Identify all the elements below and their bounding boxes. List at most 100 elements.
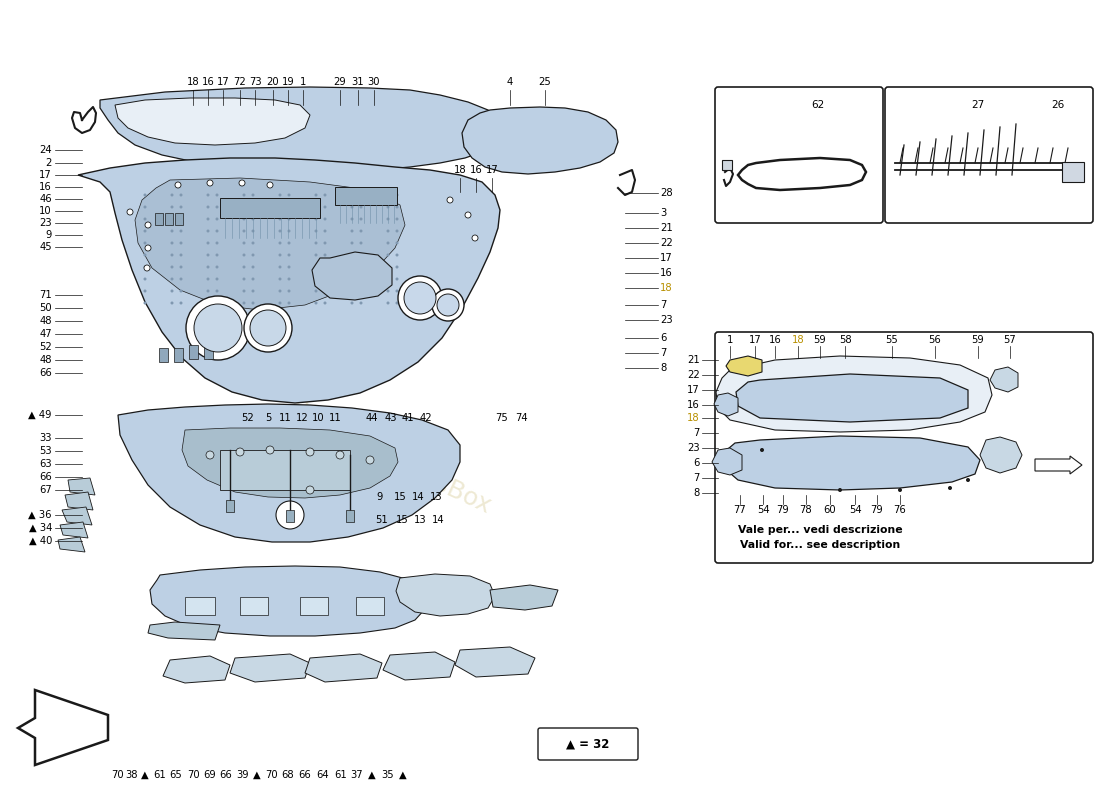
Text: 18: 18 bbox=[688, 413, 700, 423]
Bar bbox=[240, 597, 268, 615]
Circle shape bbox=[386, 302, 389, 305]
Circle shape bbox=[396, 242, 398, 245]
Text: 77: 77 bbox=[734, 505, 747, 515]
Text: 21: 21 bbox=[688, 355, 700, 365]
Circle shape bbox=[143, 266, 146, 269]
Circle shape bbox=[252, 194, 254, 197]
Circle shape bbox=[207, 278, 209, 281]
Circle shape bbox=[323, 290, 327, 293]
Bar bbox=[220, 450, 350, 490]
Circle shape bbox=[242, 218, 245, 221]
Circle shape bbox=[360, 206, 363, 209]
Text: 17: 17 bbox=[485, 165, 498, 175]
Text: 20: 20 bbox=[266, 77, 279, 87]
Circle shape bbox=[396, 230, 398, 233]
Polygon shape bbox=[396, 574, 495, 616]
Text: 13: 13 bbox=[414, 515, 427, 525]
Circle shape bbox=[323, 218, 327, 221]
Circle shape bbox=[351, 218, 353, 221]
Circle shape bbox=[179, 206, 183, 209]
Polygon shape bbox=[65, 492, 94, 510]
Polygon shape bbox=[58, 537, 85, 552]
Bar bbox=[346, 510, 354, 522]
Circle shape bbox=[242, 206, 245, 209]
Circle shape bbox=[278, 290, 282, 293]
Circle shape bbox=[948, 486, 951, 490]
Text: 30: 30 bbox=[367, 77, 381, 87]
Circle shape bbox=[432, 289, 464, 321]
Circle shape bbox=[145, 245, 151, 251]
Circle shape bbox=[179, 302, 183, 305]
Circle shape bbox=[287, 266, 290, 269]
Circle shape bbox=[360, 254, 363, 257]
Text: 2: 2 bbox=[45, 158, 52, 168]
Text: 18: 18 bbox=[453, 165, 466, 175]
Circle shape bbox=[242, 302, 245, 305]
Text: 7: 7 bbox=[694, 473, 700, 483]
Polygon shape bbox=[148, 622, 220, 640]
Text: 76: 76 bbox=[893, 505, 906, 515]
Text: 16: 16 bbox=[201, 77, 214, 87]
Text: 44: 44 bbox=[365, 413, 378, 423]
Circle shape bbox=[207, 302, 209, 305]
Text: 13: 13 bbox=[430, 492, 442, 502]
Text: 1: 1 bbox=[300, 77, 306, 87]
Text: 5: 5 bbox=[265, 413, 272, 423]
Circle shape bbox=[323, 206, 327, 209]
Text: 55: 55 bbox=[886, 335, 899, 345]
Circle shape bbox=[244, 304, 292, 352]
Polygon shape bbox=[60, 522, 88, 538]
Text: 18: 18 bbox=[792, 335, 804, 345]
Circle shape bbox=[207, 242, 209, 245]
Text: 75: 75 bbox=[496, 413, 508, 423]
Text: 21: 21 bbox=[660, 223, 673, 233]
Circle shape bbox=[360, 302, 363, 305]
Circle shape bbox=[323, 302, 327, 305]
Circle shape bbox=[315, 278, 318, 281]
Circle shape bbox=[207, 194, 209, 197]
Circle shape bbox=[267, 182, 273, 188]
Bar bbox=[226, 500, 234, 512]
Circle shape bbox=[360, 230, 363, 233]
Text: 68: 68 bbox=[282, 770, 295, 780]
Circle shape bbox=[351, 278, 353, 281]
Circle shape bbox=[278, 206, 282, 209]
Polygon shape bbox=[62, 507, 92, 525]
Circle shape bbox=[386, 290, 389, 293]
Circle shape bbox=[351, 266, 353, 269]
Circle shape bbox=[143, 302, 146, 305]
Circle shape bbox=[351, 254, 353, 257]
Text: ▲ 34: ▲ 34 bbox=[29, 523, 52, 533]
Text: 12: 12 bbox=[296, 413, 308, 423]
Bar bbox=[300, 597, 328, 615]
Polygon shape bbox=[980, 437, 1022, 473]
Circle shape bbox=[242, 290, 245, 293]
Circle shape bbox=[179, 278, 183, 281]
Polygon shape bbox=[78, 158, 500, 403]
Circle shape bbox=[360, 278, 363, 281]
Text: 78: 78 bbox=[800, 505, 812, 515]
Text: 16: 16 bbox=[40, 182, 52, 192]
Polygon shape bbox=[118, 404, 460, 542]
Text: 15: 15 bbox=[396, 515, 408, 525]
Bar bbox=[174, 348, 183, 362]
Bar bbox=[356, 597, 384, 615]
Text: 66: 66 bbox=[40, 368, 52, 378]
Text: 27: 27 bbox=[971, 100, 984, 110]
Circle shape bbox=[465, 212, 471, 218]
Circle shape bbox=[252, 206, 254, 209]
FancyBboxPatch shape bbox=[715, 332, 1093, 563]
Bar bbox=[1062, 162, 1084, 182]
Text: 48: 48 bbox=[40, 355, 52, 365]
Circle shape bbox=[396, 194, 398, 197]
Text: 56: 56 bbox=[928, 335, 942, 345]
Circle shape bbox=[287, 242, 290, 245]
Circle shape bbox=[472, 235, 478, 241]
Circle shape bbox=[386, 206, 389, 209]
Circle shape bbox=[144, 265, 150, 271]
Text: 1: 1 bbox=[727, 335, 734, 345]
Text: 10: 10 bbox=[40, 206, 52, 216]
Polygon shape bbox=[383, 652, 455, 680]
Circle shape bbox=[179, 290, 183, 293]
Circle shape bbox=[315, 290, 318, 293]
